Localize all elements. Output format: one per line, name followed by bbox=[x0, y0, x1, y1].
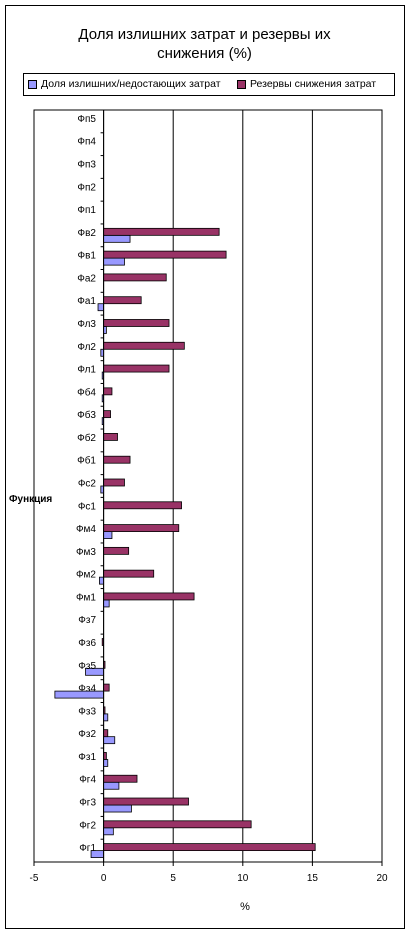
category-label: Фл2 bbox=[77, 342, 96, 353]
category-label: Фс1 bbox=[78, 501, 97, 512]
bar-cost-reserves bbox=[103, 455, 131, 464]
category-label: Фг4 bbox=[79, 775, 96, 786]
bar-excess-costs bbox=[103, 713, 109, 722]
x-tick-label: 15 bbox=[307, 873, 319, 884]
bar-excess-costs bbox=[103, 804, 132, 813]
legend-item-excess-costs: Доля излишних/недостающих затрат bbox=[28, 78, 221, 90]
chart-title-line-1: Доля излишних затрат и резервы их bbox=[78, 26, 331, 43]
category-label: Фл3 bbox=[77, 319, 96, 330]
bar-excess-costs bbox=[103, 781, 120, 790]
category-label: Фп1 bbox=[77, 205, 96, 216]
category-label: Фз2 bbox=[78, 729, 96, 740]
bar-cost-reserves bbox=[103, 524, 180, 532]
bar-excess-costs bbox=[97, 303, 104, 312]
category-label: Фа1 bbox=[77, 296, 96, 307]
bar-cost-reserves bbox=[103, 227, 220, 236]
category-label: Фб1 bbox=[77, 455, 96, 467]
category-label: Фп5 bbox=[77, 114, 96, 125]
bar-cost-reserves bbox=[103, 478, 125, 487]
x-axis-title: % bbox=[240, 901, 250, 913]
legend-label-cost-reserves: Резервы снижения затрат bbox=[250, 78, 377, 90]
category-label: Фп3 bbox=[77, 159, 96, 170]
category-label: Фм2 bbox=[76, 570, 96, 581]
category-label: Фс2 bbox=[78, 479, 97, 490]
category-label: Фм3 bbox=[76, 547, 96, 558]
x-tick-label: 10 bbox=[237, 873, 249, 884]
bar-cost-reserves bbox=[103, 729, 109, 738]
category-label: Фз7 bbox=[78, 615, 96, 626]
category-labels: Фп5 Фп4 Фп3 Фп2 Фп1 Фв2 Фв1 Фа2 Фа1 Фл3 Фл2 Фл1 Фб4 Ф… bbox=[76, 114, 96, 854]
legend-swatch-cost-reserves bbox=[237, 79, 246, 89]
bar-excess-costs bbox=[103, 759, 109, 767]
category-label: Фг2 bbox=[79, 820, 96, 831]
x-tick-labels: -5 0 5 10 15 20 bbox=[30, 873, 388, 884]
y-axis-title: Функция bbox=[9, 494, 52, 505]
x-tick-label: 0 bbox=[101, 873, 107, 884]
bar-cost-reserves bbox=[103, 592, 195, 601]
bar-cost-reserves bbox=[103, 683, 110, 692]
bar-cost-reserves bbox=[103, 820, 252, 829]
category-label: Фа2 bbox=[77, 273, 96, 284]
category-label: Фб4 bbox=[77, 386, 96, 398]
bar-excess-costs bbox=[103, 736, 116, 745]
bar-cost-reserves bbox=[103, 410, 111, 419]
x-tick-label: 20 bbox=[376, 873, 388, 884]
bar-cost-reserves bbox=[103, 296, 142, 305]
bar-cost-reserves bbox=[103, 341, 185, 350]
bar-cost-reserves bbox=[103, 843, 316, 852]
category-label: Фз4 bbox=[78, 684, 96, 695]
category-label: Фз1 bbox=[78, 752, 96, 763]
bar-cost-reserves bbox=[103, 501, 182, 510]
bar-cost-reserves bbox=[103, 546, 130, 555]
bar-cost-reserves bbox=[103, 797, 189, 806]
category-label: Фл1 bbox=[77, 365, 96, 376]
legend-label-excess-costs: Доля излишних/недостающих затрат bbox=[41, 78, 221, 90]
bar-excess-costs bbox=[103, 827, 114, 836]
chart-title: Доля излишних затрат и резервы их снижен… bbox=[0, 25, 409, 63]
bar-cost-reserves bbox=[103, 319, 170, 327]
category-label: Фв1 bbox=[78, 251, 97, 262]
bar-cost-reserves bbox=[103, 387, 113, 396]
category-label: Фз5 bbox=[78, 661, 96, 672]
bar-cost-reserves bbox=[103, 774, 138, 783]
bar-excess-costs bbox=[99, 576, 105, 585]
bar-excess-costs bbox=[103, 234, 131, 243]
bar-cost-reserves bbox=[103, 273, 167, 282]
category-label: Фп4 bbox=[77, 137, 96, 148]
category-label: Фп2 bbox=[77, 182, 96, 193]
bar-excess-costs bbox=[103, 599, 110, 608]
category-label: Фг3 bbox=[79, 798, 96, 809]
bar-cost-reserves bbox=[103, 364, 170, 373]
x-tick-label: 5 bbox=[170, 873, 176, 884]
category-label: Фм4 bbox=[76, 524, 96, 535]
category-label: Фв2 bbox=[78, 228, 97, 239]
category-label: Фг1 bbox=[79, 843, 96, 854]
category-label: Фб3 bbox=[77, 409, 96, 421]
chart-legend: Доля излишних/недостающих затрат Резервы… bbox=[23, 73, 395, 96]
bar-cost-reserves bbox=[103, 250, 227, 259]
bar-excess-costs bbox=[103, 531, 113, 539]
bar-cost-reserves bbox=[103, 433, 118, 441]
x-tick-label: -5 bbox=[30, 873, 39, 884]
category-label: Фз6 bbox=[78, 638, 96, 649]
category-label: Фб2 bbox=[77, 432, 96, 444]
legend-item-cost-reserves: Резервы снижения затрат bbox=[237, 78, 376, 90]
bar-cost-reserves bbox=[103, 569, 155, 578]
legend-swatch-excess-costs bbox=[28, 79, 37, 89]
bar-excess-costs bbox=[103, 257, 125, 266]
chart-title-line-2: снижения (%) bbox=[157, 45, 252, 62]
bars bbox=[54, 110, 316, 862]
category-label: Фм1 bbox=[76, 592, 96, 603]
category-label: Фз3 bbox=[78, 706, 96, 717]
